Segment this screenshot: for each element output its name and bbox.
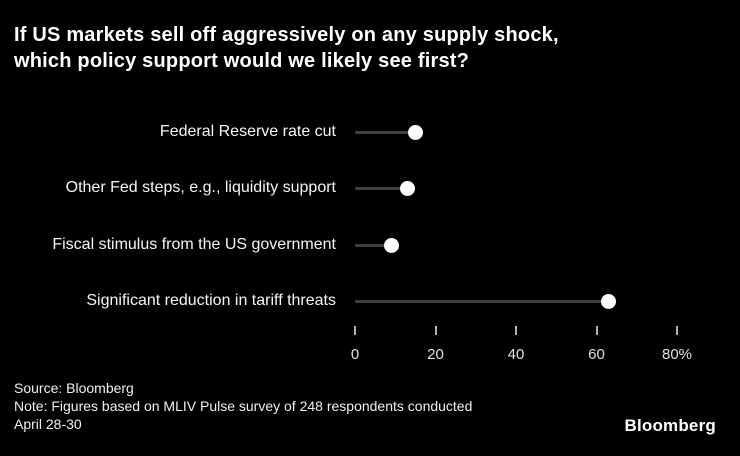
category-label: Significant reduction in tariff threats xyxy=(86,292,336,309)
category-label: Federal Reserve rate cut xyxy=(159,123,336,140)
x-axis-tick xyxy=(354,326,356,335)
footer-notes: Source: Bloomberg Note: Figures based on … xyxy=(14,379,472,433)
data-point-stem xyxy=(355,130,416,134)
x-axis-tick-label: 60 xyxy=(588,346,605,363)
category-label: Fiscal stimulus from the US government xyxy=(52,236,336,253)
x-axis-tick xyxy=(676,326,678,335)
data-point-dot xyxy=(601,293,617,309)
footer-note-line: Source: Bloomberg xyxy=(14,380,134,396)
x-axis-tick xyxy=(434,326,437,335)
data-point-stem xyxy=(355,299,609,303)
chart-title: If US markets sell off aggressively on a… xyxy=(14,22,726,74)
bloomberg-logo: Bloomberg xyxy=(624,416,716,435)
chart-title-line2: which policy support would we likely see… xyxy=(14,50,470,72)
data-point-dot xyxy=(407,124,423,140)
category-label: Other Fed steps, e.g., liquidity support xyxy=(65,179,336,196)
data-point-dot xyxy=(399,180,415,196)
x-axis-tick-label: 20 xyxy=(427,346,444,363)
x-axis-tick-label: 0 xyxy=(350,346,360,363)
x-axis-tick-label: 80% xyxy=(661,346,693,363)
data-point-dot xyxy=(383,237,399,253)
chart-title-line1: If US markets sell off aggressively on a… xyxy=(14,24,559,46)
footer-note-line: April 28-30 xyxy=(14,416,82,432)
x-axis-tick-label: 40 xyxy=(507,346,525,363)
data-point-stem xyxy=(355,186,408,190)
x-axis-tick xyxy=(595,326,598,335)
footer-note-line: Note: Figures based on MLIV Pulse survey… xyxy=(14,398,473,414)
data-point-stem xyxy=(355,243,392,247)
x-axis-tick xyxy=(515,326,517,335)
